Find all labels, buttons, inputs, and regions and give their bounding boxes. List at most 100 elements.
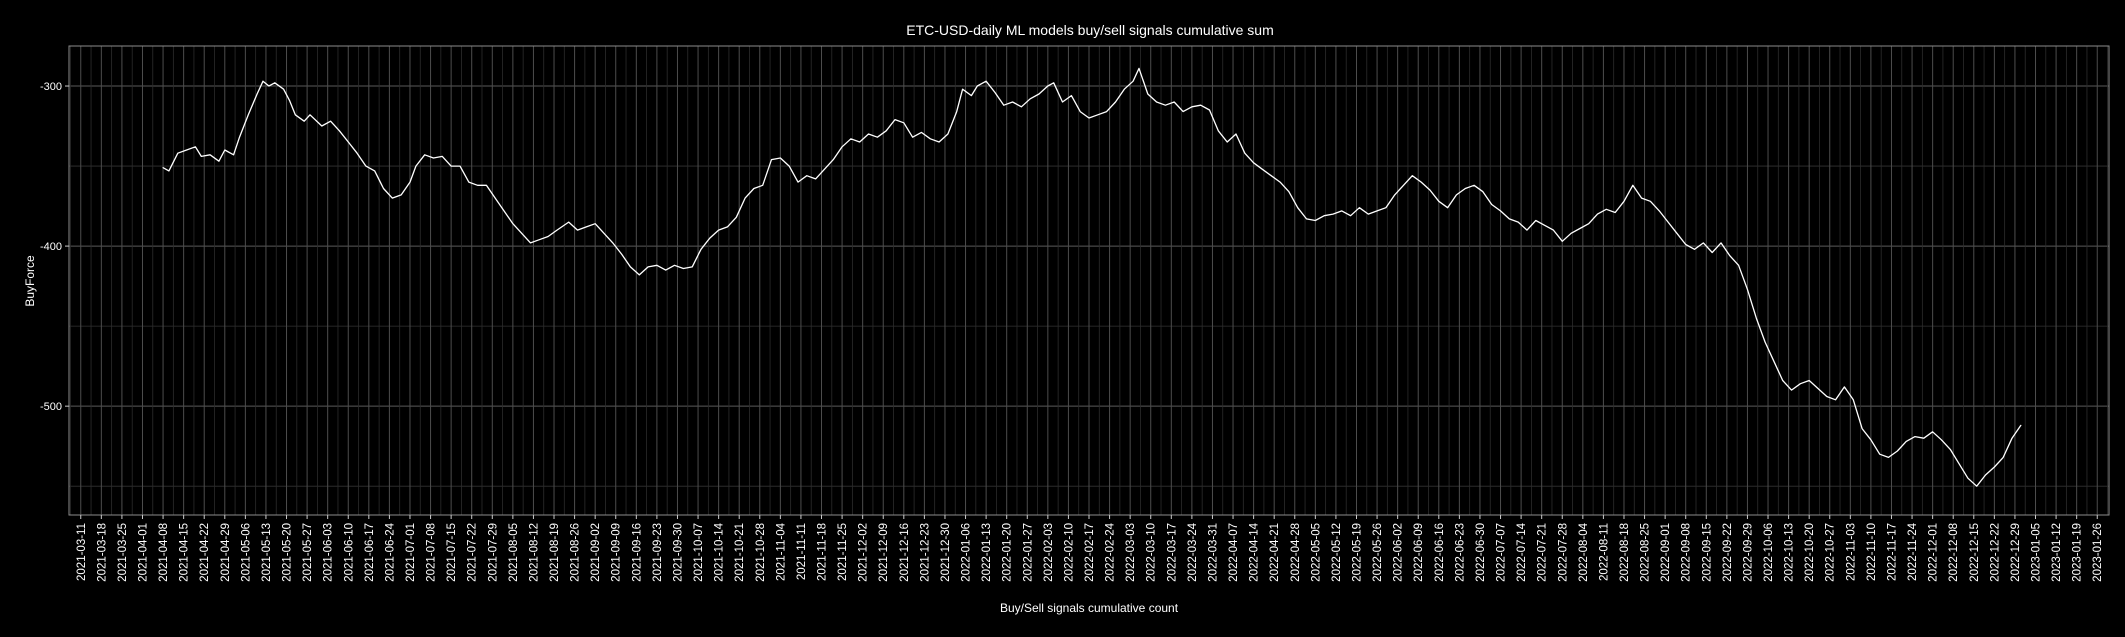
x-tick-label: 2021-12-09: [878, 523, 890, 582]
x-tick-label: 2022-09-15: [1701, 523, 1713, 582]
x-tick-label: 2021-08-05: [508, 523, 520, 582]
x-tick-label: 2021-09-02: [590, 523, 602, 582]
x-tick-label: 2021-07-29: [487, 523, 499, 582]
x-tick-label: 2021-05-13: [261, 523, 273, 582]
x-tick-label: 2022-02-03: [1043, 523, 1055, 582]
x-tick-label: 2021-11-18: [817, 523, 829, 581]
series-line: [162, 67, 2022, 487]
x-tick-label: 2022-02-17: [1084, 523, 1096, 582]
x-tick-label: 2021-11-25: [837, 523, 849, 581]
x-tick-label: 2021-08-26: [570, 523, 582, 582]
x-tick-label: 2021-04-15: [179, 523, 191, 582]
x-tick-label: 2021-05-20: [282, 523, 294, 582]
x-tick-label: 2022-04-21: [1269, 523, 1281, 582]
x-tick-label: 2022-11-10: [1866, 523, 1878, 581]
x-tick-label: 2022-08-25: [1640, 523, 1652, 582]
x-tick-label: 2021-12-02: [858, 523, 870, 582]
x-tick-label: 2022-08-18: [1619, 523, 1631, 582]
x-tick-label: 2021-06-03: [323, 523, 335, 582]
y-tick-label: -300: [40, 81, 62, 93]
x-tick-label: 2021-03-11: [76, 523, 88, 581]
x-tick-label: 2022-07-14: [1516, 522, 1528, 581]
grid-layer: [69, 46, 2109, 515]
x-tick-label: 2021-12-30: [940, 523, 952, 582]
x-axis: 2021-03-11 2021-03-18 2021-03-25 2021-04-01…: [76, 515, 2104, 582]
x-tick-label: 2021-12-16: [899, 523, 911, 582]
series-layer: [162, 67, 2022, 487]
x-tick-label: 2022-12-29: [2010, 523, 2022, 582]
x-tick-label: 2022-03-31: [1207, 523, 1219, 582]
x-tick-label: 2023-01-26: [2092, 523, 2104, 582]
x-tick-label: 2022-09-01: [1660, 523, 1672, 582]
x-tick-label: 2022-05-05: [1310, 523, 1322, 582]
x-tick-label: 2022-05-19: [1351, 523, 1363, 582]
x-tick-label: 2022-08-11: [1598, 523, 1610, 581]
x-tick-label: 2021-07-15: [446, 523, 458, 582]
x-tick-label: 2021-03-18: [96, 523, 108, 582]
x-tick-label: 2021-03-25: [117, 523, 129, 582]
x-tick-label: 2022-12-08: [1948, 523, 1960, 582]
x-tick-label: 2022-05-26: [1372, 523, 1384, 582]
x-tick-label: 2021-09-30: [672, 523, 684, 582]
x-tick-label: 2022-02-10: [1063, 523, 1075, 582]
x-tick-label: 2021-04-29: [220, 523, 232, 582]
x-tick-label: 2023-01-12: [2051, 523, 2063, 582]
x-tick-label: 2022-12-22: [1989, 523, 2001, 582]
x-tick-label: 2022-10-20: [1804, 523, 1816, 582]
x-tick-label: 2022-08-04: [1578, 522, 1590, 581]
x-tick-label: 2022-07-07: [1496, 523, 1508, 582]
x-tick-label: 2021-08-12: [528, 523, 540, 582]
chart-title: ETC-USD-daily ML models buy/sell signals…: [906, 22, 1274, 38]
x-tick-label: 2022-01-27: [1022, 523, 1034, 582]
x-tick-label: 2022-03-24: [1187, 522, 1199, 581]
x-tick-label: 2022-01-20: [1002, 523, 1014, 582]
x-tick-label: 2021-09-09: [611, 523, 623, 582]
x-tick-label: 2022-05-12: [1331, 523, 1343, 582]
x-tick-label: 2022-03-03: [1125, 523, 1137, 582]
x-tick-label: 2022-11-03: [1845, 523, 1857, 581]
x-tick-label: 2022-01-06: [961, 523, 973, 582]
x-tick-label: 2022-02-24: [1105, 522, 1117, 581]
x-tick-label: 2021-07-01: [405, 523, 417, 582]
x-tick-label: 2022-12-15: [1969, 523, 1981, 582]
x-tick-label: 2021-11-11: [796, 523, 808, 580]
x-tick-label: 2021-05-06: [240, 523, 252, 582]
x-tick-label: 2022-09-08: [1681, 523, 1693, 582]
x-tick-label: 2022-11-17: [1886, 523, 1898, 581]
x-tick-label: 2022-06-02: [1393, 523, 1405, 582]
x-tick-label: 2023-01-05: [2031, 523, 2043, 582]
x-tick-label: 2021-05-27: [302, 523, 314, 582]
x-tick-label: 2021-08-19: [549, 523, 561, 582]
x-tick-label: 2022-04-28: [1290, 523, 1302, 582]
y-axis-title: BuyForce: [23, 255, 37, 307]
x-tick-label: 2022-10-13: [1784, 523, 1796, 582]
y-axis: -300 -400 -500: [40, 81, 69, 413]
x-tick-label: 2022-04-07: [1228, 523, 1240, 582]
x-tick-label: 2021-10-28: [755, 523, 767, 582]
x-tick-label: 2022-04-14: [1249, 522, 1261, 581]
x-tick-label: 2023-01-19: [2072, 523, 2084, 582]
x-tick-label: 2021-04-08: [158, 523, 170, 582]
x-tick-label: 2021-04-01: [137, 523, 149, 582]
x-tick-label: 2021-06-10: [343, 523, 355, 582]
x-tick-label: 2021-07-08: [426, 523, 438, 582]
x-tick-label: 2022-11-24: [1907, 522, 1919, 581]
x-tick-label: 2022-06-09: [1413, 523, 1425, 582]
x-tick-label: 2022-10-27: [1825, 523, 1837, 582]
x-tick-label: 2021-09-16: [631, 523, 643, 582]
x-tick-label: 2022-09-29: [1742, 523, 1754, 582]
x-tick-label: 2021-10-07: [693, 523, 705, 582]
y-tick-label: -500: [40, 401, 62, 413]
x-tick-label: 2022-06-30: [1475, 523, 1487, 582]
x-tick-label: 2021-10-14: [714, 522, 726, 581]
x-tick-label: 2021-11-04: [775, 522, 787, 581]
x-tick-label: 2022-09-22: [1722, 523, 1734, 582]
x-tick-label: 2021-10-21: [734, 523, 746, 582]
x-tick-label: 2021-04-22: [199, 523, 211, 582]
x-tick-label: 2022-10-06: [1763, 523, 1775, 582]
x-tick-label: 2022-07-28: [1557, 523, 1569, 582]
x-tick-label: 2022-01-13: [981, 523, 993, 582]
x-tick-label: 2021-06-24: [384, 522, 396, 581]
